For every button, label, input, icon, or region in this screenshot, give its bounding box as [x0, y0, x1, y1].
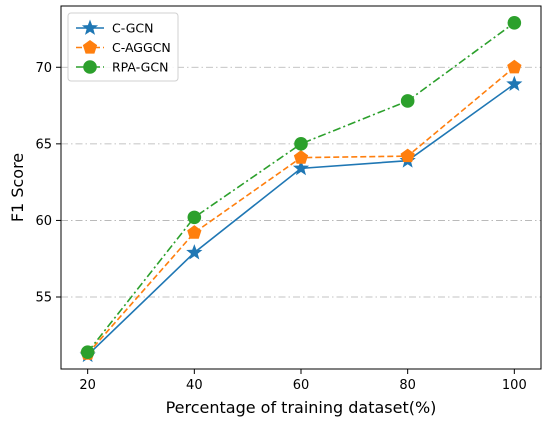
- legend-item: C-AGGCN: [76, 40, 171, 55]
- x-tick-label: 20: [79, 378, 96, 393]
- legend-marker: [81, 19, 99, 35]
- legend-marker: [83, 60, 97, 74]
- series-line: [87, 22, 515, 353]
- grid-lines: [61, 66, 541, 298]
- y-tick-label: 60: [35, 214, 52, 229]
- data-point: [506, 75, 523, 91]
- data-point: [294, 137, 308, 151]
- series-c-aggcn: [80, 59, 522, 360]
- data-point: [187, 225, 202, 239]
- y-tick-label: 70: [35, 61, 52, 76]
- y-axis-ticks: 55 60 65 70: [35, 61, 61, 306]
- legend-label: C-AGGCN: [112, 40, 171, 55]
- data-point: [400, 94, 415, 108]
- x-tick-label: 100: [502, 378, 527, 393]
- legend-marker: [82, 40, 98, 54]
- x-axis-label: Percentage of training dataset(%): [166, 398, 437, 417]
- data-point: [400, 148, 415, 163]
- x-tick-label: 80: [399, 378, 416, 393]
- x-axis-ticks: 20 40 60 80 100: [79, 369, 527, 393]
- series-line: [87, 66, 515, 355]
- series-layer: [79, 16, 523, 363]
- data-point: [187, 210, 202, 225]
- y-tick-label: 55: [35, 291, 52, 306]
- data-point: [293, 150, 309, 164]
- y-tick-label: 65: [35, 137, 52, 152]
- x-tick-label: 40: [186, 378, 203, 393]
- data-point: [507, 59, 522, 74]
- x-tick-label: 60: [293, 378, 310, 393]
- legend-label: RPA-GCN: [112, 60, 168, 75]
- legend-label: C-GCN: [112, 21, 153, 36]
- legend-item: C-GCN: [76, 19, 153, 36]
- series-rpa-gcn: [80, 16, 522, 359]
- data-point: [507, 16, 522, 30]
- series-c-gcn: [79, 75, 523, 363]
- series-line: [87, 83, 515, 356]
- data-point: [80, 345, 95, 359]
- data-point: [186, 244, 203, 260]
- legend-item: RPA-GCN: [76, 60, 168, 75]
- y-axis-label: F1 Score: [8, 153, 27, 222]
- legend: C-GCN C-AGGCN RPA-GCN: [67, 12, 179, 82]
- data-point: [292, 159, 310, 176]
